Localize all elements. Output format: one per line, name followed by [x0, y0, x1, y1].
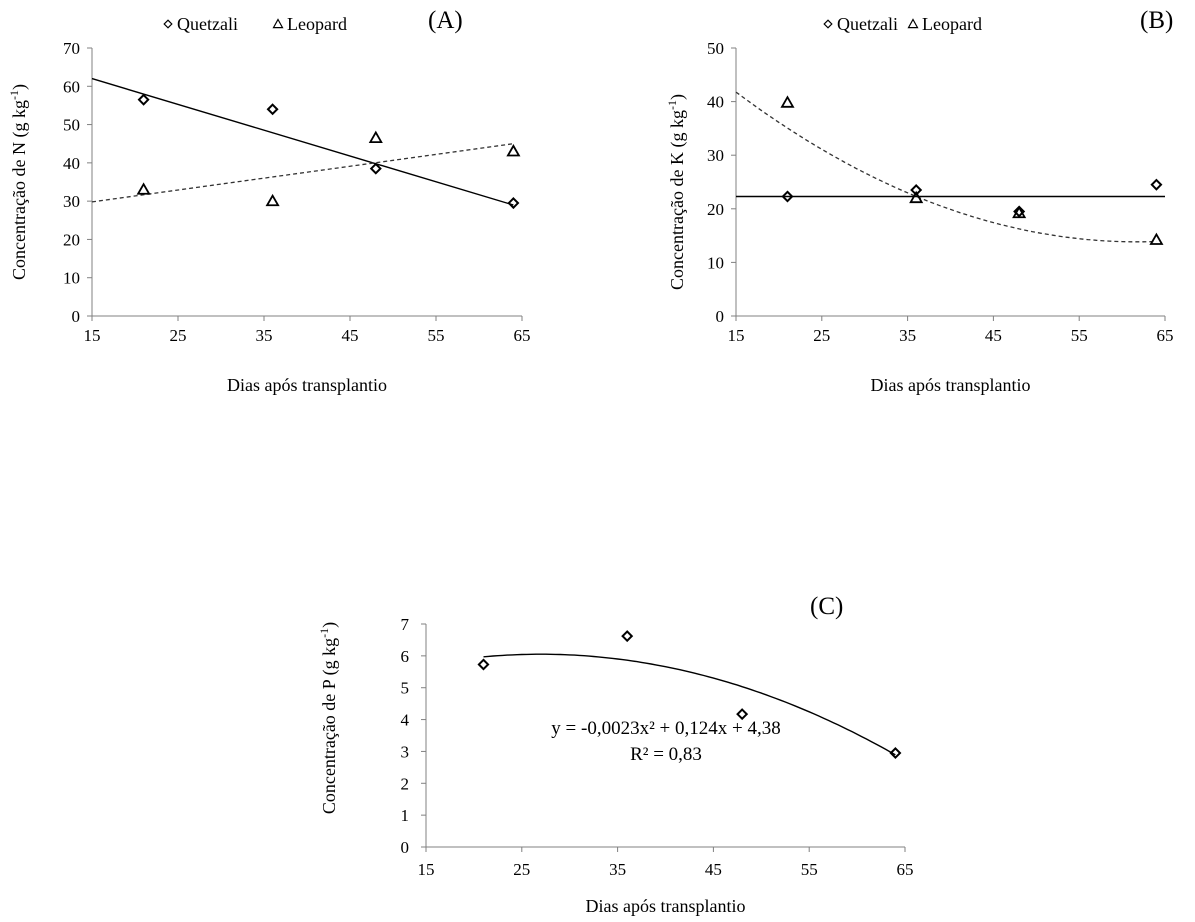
- legend-label: Leopard: [922, 14, 982, 34]
- y-tick-label: 10: [707, 253, 724, 272]
- y-tick-label: 0: [716, 307, 725, 326]
- data-point-leopard: [1149, 232, 1164, 245]
- legend-marker-diamond: [823, 19, 833, 29]
- x-tick-label: 15: [418, 860, 435, 879]
- y-axis-label: Concentração de P (g kg-1): [317, 622, 340, 814]
- data-point-leopard: [1012, 205, 1027, 219]
- y-axis-label: Concentração de K (g kg-1): [665, 94, 688, 290]
- data-point-leopard: [265, 193, 280, 207]
- x-tick-label: 45: [342, 326, 359, 345]
- chart-panel-1: 0 10 20 30 40 50 15 25 35 45 55 65 Dias após transpl…: [665, 7, 1174, 395]
- x-tick-label: 25: [513, 860, 530, 879]
- x-tick-label: 35: [899, 326, 916, 345]
- legend-label: Leopard: [287, 14, 347, 34]
- data-point-leopard: [368, 130, 383, 143]
- y-tick-label: 20: [707, 200, 724, 219]
- y-tick-label: 1: [401, 806, 410, 825]
- y-tick-label: 6: [401, 647, 410, 666]
- y-tick-label: 70: [63, 39, 80, 58]
- legend-marker-triangle: [907, 18, 919, 29]
- y-tick-label: 60: [63, 77, 80, 96]
- data-point-quetzali: [1150, 178, 1163, 191]
- data-point-quetzali: [1013, 205, 1026, 218]
- x-tick-label: 45: [705, 860, 722, 879]
- y-tick-label: 10: [63, 269, 80, 288]
- x-tick-label: 25: [170, 326, 187, 345]
- chart-panel-0: 0 10 20 30 40 50 60 70 15 25 35 45 55 65 Dias após tra…: [7, 7, 531, 395]
- r-squared-label: R² = 0,83: [630, 744, 702, 765]
- data-point-leopard: [506, 144, 521, 157]
- x-tick-label: 65: [514, 326, 531, 345]
- panel-label: (B): [1140, 7, 1173, 34]
- y-tick-label: 40: [707, 93, 724, 112]
- y-tick-label: 3: [401, 742, 410, 761]
- x-tick-label: 65: [897, 860, 914, 879]
- x-tick-label: 55: [428, 326, 445, 345]
- panel-label: (A): [428, 7, 463, 34]
- data-point-quetzali: [910, 184, 923, 197]
- y-tick-label: 0: [72, 307, 81, 326]
- y-tick-label: 50: [63, 116, 80, 135]
- y-tick-label: 30: [707, 146, 724, 165]
- data-point-quetzali: [266, 103, 279, 116]
- x-axis-label: Dias após transplantio: [227, 375, 387, 395]
- y-tick-label: 30: [63, 192, 80, 211]
- legend-label: Quetzali: [837, 14, 898, 34]
- data-point-series: [889, 747, 902, 760]
- regression-equation: y = -0,0023x² + 0,124x + 4,38: [551, 718, 780, 739]
- data-point-leopard: [909, 190, 924, 204]
- y-axis-label: Concentração de N (g kg-1): [7, 84, 30, 280]
- data-point-series: [621, 630, 634, 643]
- data-point-quetzali: [781, 190, 794, 203]
- trend-line-leopard: [735, 91, 1157, 243]
- x-axis-label: Dias após transplantio: [586, 896, 746, 916]
- y-tick-label: 40: [63, 154, 80, 173]
- y-tick-label: 5: [401, 679, 410, 698]
- legend-marker-diamond: [163, 19, 173, 29]
- trend-line-leopard: [91, 143, 514, 203]
- y-tick-label: 7: [401, 615, 410, 634]
- x-tick-label: 65: [1157, 326, 1174, 345]
- x-tick-label: 15: [728, 326, 745, 345]
- data-point-quetzali: [369, 162, 382, 175]
- x-tick-label: 35: [256, 326, 273, 345]
- data-point-leopard: [136, 182, 151, 195]
- x-tick-label: 35: [609, 860, 626, 879]
- panel-label: (C): [810, 593, 843, 620]
- data-point-series: [477, 658, 490, 671]
- data-point-series: [736, 708, 749, 721]
- x-tick-label: 25: [813, 326, 830, 345]
- x-tick-label: 15: [84, 326, 101, 345]
- trend-line-quetzali: [91, 77, 514, 206]
- y-tick-label: 4: [401, 711, 410, 730]
- y-tick-label: 2: [401, 774, 410, 793]
- legend-marker-triangle: [272, 18, 284, 29]
- data-point-quetzali: [137, 93, 150, 106]
- data-point-quetzali: [507, 197, 520, 210]
- y-tick-label: 0: [401, 838, 410, 857]
- x-axis-label: Dias após transplantio: [871, 375, 1031, 395]
- y-tick-label: 20: [63, 230, 80, 249]
- y-tick-label: 50: [707, 39, 724, 58]
- data-point-leopard: [780, 95, 795, 108]
- x-tick-label: 45: [985, 326, 1002, 345]
- trend-line-series: [483, 653, 896, 756]
- x-tick-label: 55: [1071, 326, 1088, 345]
- legend-label: Quetzali: [177, 14, 238, 34]
- x-tick-label: 55: [801, 860, 818, 879]
